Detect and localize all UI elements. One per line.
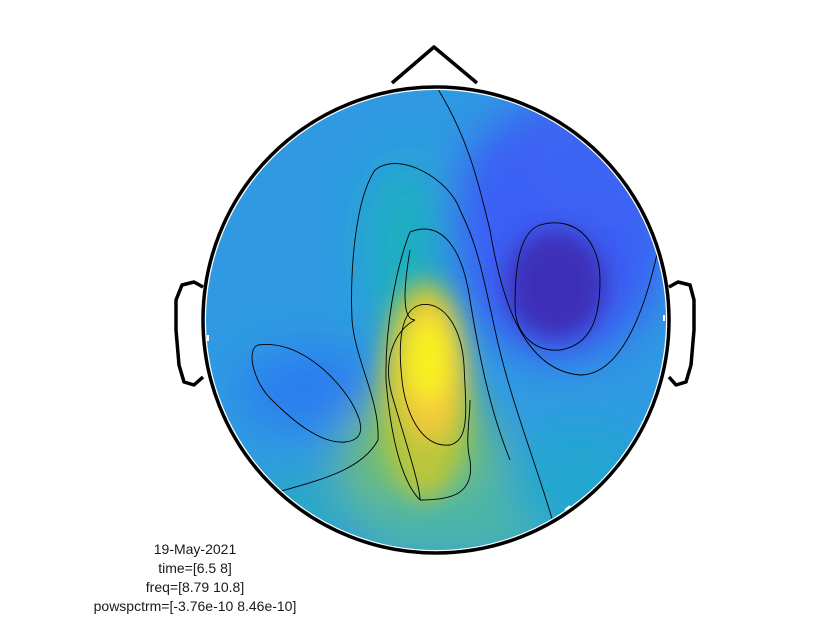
caption-time: time=[6.5 8] xyxy=(158,560,232,576)
left-ear-shape xyxy=(174,280,205,387)
caption-date: 19-May-2021 xyxy=(153,541,237,557)
contour-lines xyxy=(251,90,661,523)
right-ear-shape xyxy=(667,280,696,387)
head-outline xyxy=(174,45,696,555)
caption-freq: freq=[8.79 10.8] xyxy=(145,579,245,595)
figure-caption: 19-May-2021 time=[6.5 8] freq=[8.79 10.8… xyxy=(40,540,350,616)
scalp-circle xyxy=(201,85,671,555)
nose-shape xyxy=(390,45,479,85)
caption-powspctrm: powspctrm=[-3.76e-10 8.46e-10] xyxy=(93,598,297,614)
